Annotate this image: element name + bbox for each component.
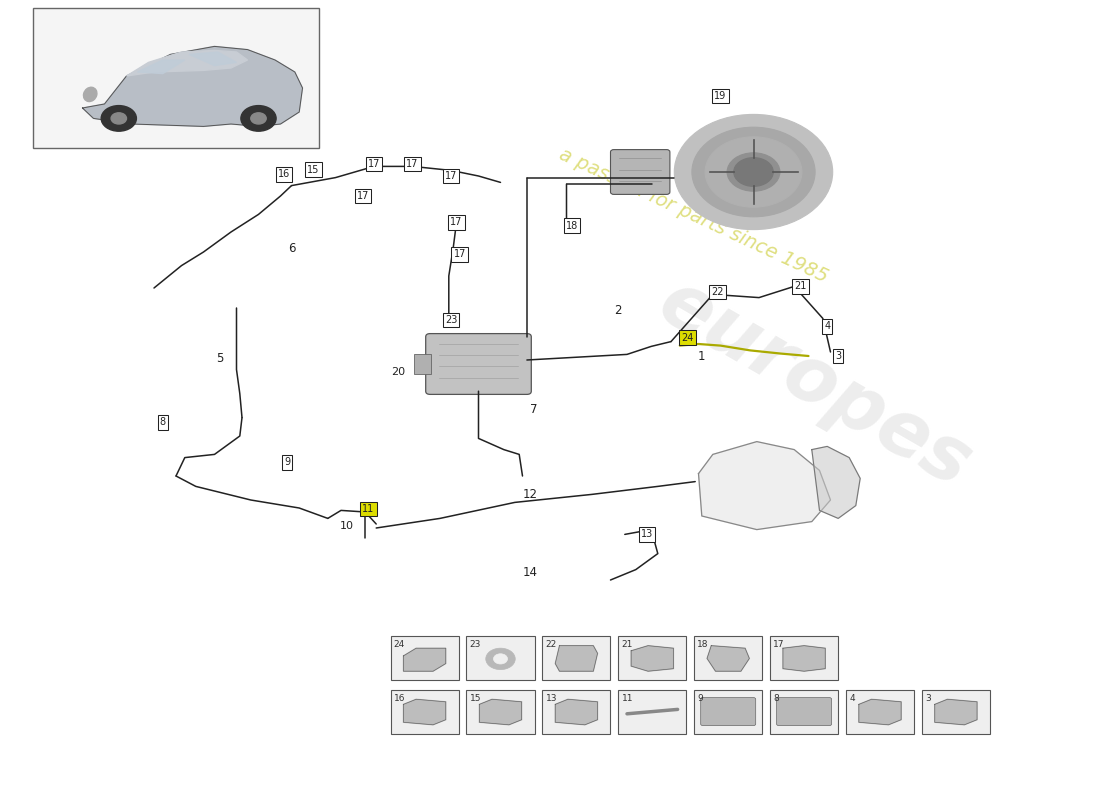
Text: 3: 3 <box>835 351 842 361</box>
Text: 13: 13 <box>546 694 557 702</box>
Text: 17: 17 <box>356 191 370 201</box>
Text: 11: 11 <box>362 504 375 514</box>
Bar <box>390 636 459 680</box>
Bar <box>694 690 762 734</box>
Text: 21: 21 <box>621 640 632 649</box>
Bar <box>414 354 431 374</box>
Text: 22: 22 <box>546 640 557 649</box>
Text: 16: 16 <box>277 170 290 179</box>
Text: 24: 24 <box>681 333 694 342</box>
Text: 23: 23 <box>444 315 458 325</box>
FancyBboxPatch shape <box>426 334 531 394</box>
Text: 10: 10 <box>340 522 353 531</box>
Text: 2: 2 <box>615 304 622 317</box>
Circle shape <box>734 158 773 186</box>
Bar <box>846 690 914 734</box>
Text: 24: 24 <box>394 640 405 649</box>
Text: 23: 23 <box>470 640 481 649</box>
Text: 4: 4 <box>849 694 855 702</box>
Bar <box>694 636 762 680</box>
Text: 17: 17 <box>367 159 381 169</box>
Polygon shape <box>812 446 860 518</box>
Polygon shape <box>138 60 185 74</box>
Polygon shape <box>82 46 302 126</box>
Text: 6: 6 <box>288 242 295 254</box>
Text: 8: 8 <box>773 694 779 702</box>
Text: 21: 21 <box>794 282 807 291</box>
Text: 18: 18 <box>697 640 708 649</box>
Text: 17: 17 <box>406 159 419 169</box>
Text: 17: 17 <box>773 640 784 649</box>
Polygon shape <box>404 699 446 725</box>
Polygon shape <box>556 699 597 725</box>
Text: europes: europes <box>645 265 983 503</box>
Circle shape <box>494 654 507 664</box>
Text: 5: 5 <box>217 352 223 365</box>
Text: 13: 13 <box>640 530 653 539</box>
Polygon shape <box>783 646 825 671</box>
Text: 3: 3 <box>925 694 931 702</box>
Text: 19: 19 <box>714 91 727 101</box>
FancyBboxPatch shape <box>701 698 756 726</box>
Polygon shape <box>189 52 236 66</box>
Polygon shape <box>404 648 446 671</box>
Polygon shape <box>631 646 673 671</box>
Circle shape <box>486 648 515 670</box>
Polygon shape <box>935 699 977 725</box>
Text: 22: 22 <box>711 287 724 297</box>
Bar <box>390 690 459 734</box>
Ellipse shape <box>84 87 97 102</box>
Text: 18: 18 <box>565 221 579 230</box>
Text: 17: 17 <box>453 250 466 259</box>
Text: 16: 16 <box>394 694 405 702</box>
Text: 15: 15 <box>307 165 320 174</box>
Text: 8: 8 <box>160 418 166 427</box>
Text: 17: 17 <box>444 171 458 181</box>
Polygon shape <box>698 442 830 530</box>
Text: 1: 1 <box>698 350 705 363</box>
Bar <box>770 690 838 734</box>
Circle shape <box>692 127 815 217</box>
Bar <box>542 636 610 680</box>
Text: 14: 14 <box>522 566 538 578</box>
Text: 9: 9 <box>284 458 290 467</box>
Text: a passion for parts since 1985: a passion for parts since 1985 <box>556 145 830 287</box>
Bar <box>770 636 838 680</box>
Polygon shape <box>707 646 749 671</box>
Bar <box>542 690 610 734</box>
Circle shape <box>241 106 276 131</box>
Text: 15: 15 <box>470 694 481 702</box>
Circle shape <box>705 137 802 207</box>
Text: 4: 4 <box>824 322 830 331</box>
Circle shape <box>111 113 126 124</box>
Polygon shape <box>556 646 597 671</box>
Text: 9: 9 <box>697 694 703 702</box>
Circle shape <box>251 113 266 124</box>
Polygon shape <box>126 50 248 76</box>
Bar <box>466 636 535 680</box>
Bar <box>33 8 319 148</box>
Text: 12: 12 <box>522 488 538 501</box>
Circle shape <box>727 153 780 191</box>
FancyBboxPatch shape <box>610 150 670 194</box>
Bar <box>922 690 990 734</box>
Polygon shape <box>859 699 901 725</box>
Polygon shape <box>480 699 521 725</box>
Text: 20: 20 <box>392 367 405 377</box>
Circle shape <box>101 106 136 131</box>
Text: 11: 11 <box>621 694 632 702</box>
Bar <box>466 690 535 734</box>
Bar <box>618 690 686 734</box>
Text: 17: 17 <box>450 218 463 227</box>
Circle shape <box>674 114 833 230</box>
FancyBboxPatch shape <box>777 698 832 726</box>
Bar <box>618 636 686 680</box>
Text: 7: 7 <box>530 403 537 416</box>
